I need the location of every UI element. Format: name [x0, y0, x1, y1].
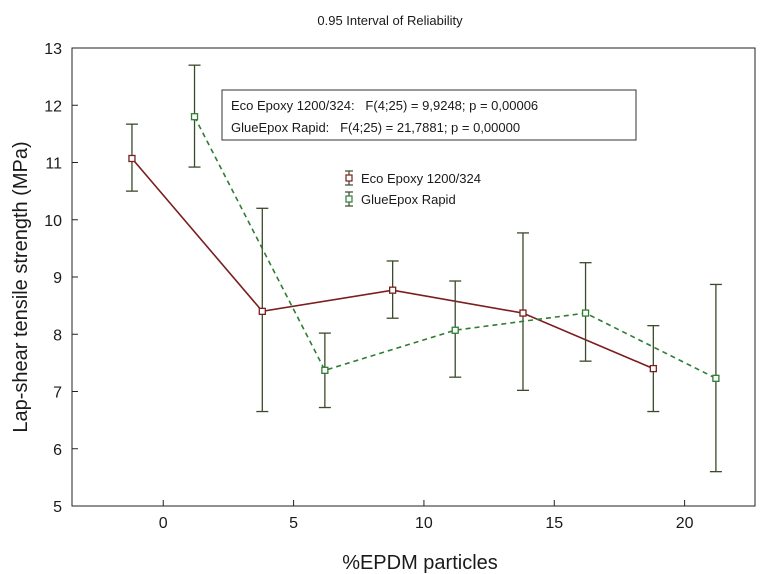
data-point [258, 307, 266, 316]
x-tick-label: 0 [159, 515, 168, 532]
data-point [128, 154, 136, 163]
x-tick-label: 15 [545, 515, 563, 532]
y-tick-label: 10 [44, 213, 62, 230]
legend-marker [345, 174, 353, 182]
data-point [712, 374, 720, 382]
y-tick-label: 13 [44, 41, 62, 58]
stats-line-2: GlueEpox Rapid: F(4;25) = 21,7881; p = 0… [231, 120, 520, 135]
x-tick-label: 20 [676, 515, 694, 532]
legend: Eco Epoxy 1200/324 GlueEpox Rapid [345, 170, 481, 207]
y-tick-label: 8 [53, 327, 62, 344]
data-point [190, 113, 199, 121]
y-axis-title: Lap-shear tensile strength (MPa) [10, 141, 32, 432]
y-tick-label: 11 [45, 156, 62, 173]
series-1 [125, 123, 660, 413]
stats-line-1: Eco Epoxy 1200/324: F(4;25) = 9,9248; p … [231, 98, 538, 113]
data-point [581, 309, 590, 317]
chart-title: 0.95 Interval of Reliability [317, 13, 463, 28]
y-tick-label: 12 [44, 98, 62, 115]
y-tick-label: 6 [53, 442, 62, 459]
y-tick-label: 7 [53, 385, 62, 402]
y-tick-label: 5 [53, 499, 62, 516]
stats-box: Eco Epoxy 1200/324: F(4;25) = 9,9248; p … [221, 89, 637, 141]
legend-marker [345, 195, 353, 203]
stats-box-frame [221, 89, 637, 141]
y-tick-label: 9 [53, 270, 62, 287]
x-axis: 0 5 10 15 20 [159, 500, 694, 532]
legend-label: Eco Epoxy 1200/324 [361, 171, 481, 186]
data-point [451, 326, 459, 334]
series-2 [188, 64, 722, 473]
data-point [519, 309, 527, 317]
data-point [321, 366, 329, 374]
x-tick-label: 5 [289, 515, 298, 532]
series-layer [125, 64, 722, 473]
data-point [649, 364, 657, 373]
series-line [193, 116, 717, 380]
legend-label: GlueEpox Rapid [361, 192, 456, 207]
y-axis: 5 6 7 8 9 10 11 12 13 [44, 41, 78, 516]
data-point [388, 286, 397, 294]
x-axis-title: %EPDM particles [342, 552, 498, 574]
x-tick-label: 10 [415, 515, 433, 532]
